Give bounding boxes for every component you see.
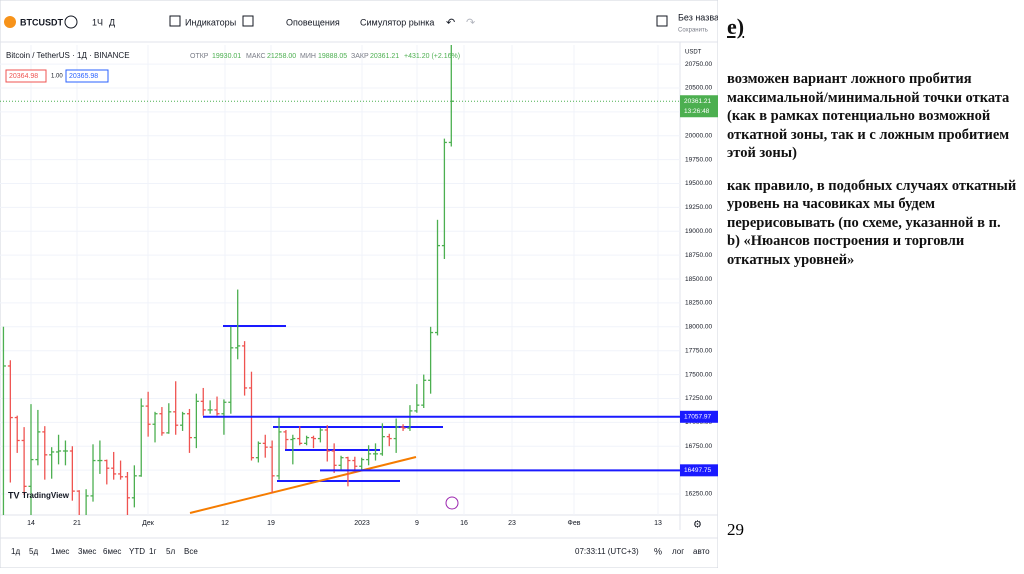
range-button[interactable]: 3мес <box>78 547 96 556</box>
settings-button[interactable]: ⚙ <box>693 520 702 531</box>
y-tick-label: 19250.00 <box>685 204 712 211</box>
watermark-logo: TV <box>8 490 20 500</box>
y-tick-label: 18750.00 <box>685 252 712 259</box>
x-tick-label: 16 <box>460 520 468 527</box>
close-label: ЗАКР <box>351 53 369 60</box>
alerts-button[interactable]: Оповещения <box>286 17 340 27</box>
low-label: МИН <box>300 53 316 60</box>
y-tick-label: 20750.00 <box>685 61 712 68</box>
countdown: 13:26:48 <box>684 108 710 115</box>
range-button[interactable]: 1д <box>11 547 20 556</box>
page-number: 29 <box>727 520 744 539</box>
bid[interactable]: 20364.98 <box>9 73 38 80</box>
range-button[interactable]: Все <box>184 547 198 556</box>
price-level-tag <box>680 410 718 423</box>
watermark: TradingView <box>22 491 70 500</box>
replay-button[interactable]: Симулятор рынка <box>360 17 434 27</box>
paragraph: возможен вариант ложного пробития максим… <box>727 71 1010 161</box>
x-tick-label: 12 <box>221 520 229 527</box>
spread: 1.00 <box>51 74 63 80</box>
change-value: +431.20 (+2.16%) <box>404 53 460 60</box>
range-button[interactable]: 6мес <box>103 547 121 556</box>
x-tick-label: 21 <box>73 520 81 527</box>
range-button[interactable]: 5д <box>29 547 38 556</box>
high-value: 21258.00 <box>267 53 296 60</box>
y-tick-label: 19500.00 <box>685 180 712 187</box>
ask[interactable]: 20365.98 <box>69 73 98 80</box>
layouts-button[interactable] <box>242 15 254 27</box>
x-tick-label: 14 <box>27 520 35 527</box>
y-tick-label: 20000.00 <box>685 132 712 139</box>
redo-button[interactable]: ↷ <box>466 17 475 29</box>
compare-button[interactable] <box>64 15 78 29</box>
trend-line <box>189 456 417 514</box>
layout-name[interactable]: Без назван <box>678 12 718 22</box>
trading-screenshot: BTCUSDT 1Ч Д Индикаторы Оповещения Симул… <box>0 0 718 568</box>
ask-box[interactable] <box>65 69 109 83</box>
bid-box[interactable] <box>5 69 47 83</box>
high-label: МАКС <box>246 53 266 60</box>
events-icon[interactable] <box>445 496 459 510</box>
slide-text: e) возможен вариант ложного пробития мак… <box>727 0 1017 283</box>
range-button[interactable]: 5л <box>166 547 175 556</box>
heading: e) <box>727 14 745 39</box>
range-button[interactable]: 1г <box>149 547 156 556</box>
undo-button[interactable]: ↶ <box>446 17 455 29</box>
range-button[interactable]: 1мес <box>51 547 69 556</box>
x-tick-label: Дек <box>142 520 155 527</box>
y-tick-label: 17250.00 <box>685 395 712 402</box>
price-level-tag <box>680 464 718 477</box>
x-tick-label: 19 <box>267 520 275 527</box>
y-tick-label: 19000.00 <box>685 228 712 235</box>
y-tick-label: 17750.00 <box>685 347 712 354</box>
y-tick-label: 17500.00 <box>685 371 712 378</box>
x-tick-label: 9 <box>415 520 419 527</box>
chart-style[interactable]: Д <box>109 17 115 27</box>
y-tick-label: 18500.00 <box>685 276 712 283</box>
screenshot-frame <box>0 0 718 568</box>
legend-title: Bitcoin / TetherUS · 1Д · BINANCE <box>6 51 130 60</box>
interval[interactable]: 1Ч <box>92 17 103 27</box>
low-value: 19888.05 <box>318 53 347 60</box>
symbol[interactable]: BTCUSDT <box>20 17 63 27</box>
range-button[interactable]: YTD <box>129 547 145 556</box>
y-tick-label: 20500.00 <box>685 85 712 92</box>
x-tick-label: 2023 <box>354 520 370 527</box>
save-label[interactable]: Сохранить <box>678 28 708 34</box>
auto-toggle[interactable]: авто <box>693 547 710 556</box>
open-label: ОТКР <box>190 53 209 60</box>
y-tick-label: 18000.00 <box>685 324 712 331</box>
x-tick-label: 23 <box>508 520 516 527</box>
indicators-icon <box>169 15 181 27</box>
percent-toggle[interactable]: % <box>654 546 662 556</box>
last-price-label: 20361.21 <box>684 98 711 105</box>
price-level-label: 17057.97 <box>684 414 711 421</box>
y-tick-label: 16750.00 <box>685 443 712 450</box>
last-price-tag <box>680 95 718 118</box>
open-value: 19930.01 <box>212 53 241 60</box>
layout-icon <box>656 15 668 27</box>
price-level-label: 16497.75 <box>684 467 711 474</box>
indicators-button[interactable]: Индикаторы <box>185 17 236 27</box>
close-value: 20361.21 <box>370 53 399 60</box>
x-tick-label: Фев <box>568 520 581 527</box>
y-tick-label: 18250.00 <box>685 300 712 307</box>
symbol-icon <box>4 16 16 28</box>
log-toggle[interactable]: лог <box>672 547 684 556</box>
clock: 07:33:11 (UTC+3) <box>575 547 639 556</box>
y-tick-label: 16250.00 <box>685 491 712 498</box>
paragraph: как правило, в подобных случаях откатный… <box>727 177 1017 268</box>
currency: USDT <box>685 50 702 56</box>
y-tick-label: 19750.00 <box>685 156 712 163</box>
x-tick-label: 13 <box>654 520 662 527</box>
